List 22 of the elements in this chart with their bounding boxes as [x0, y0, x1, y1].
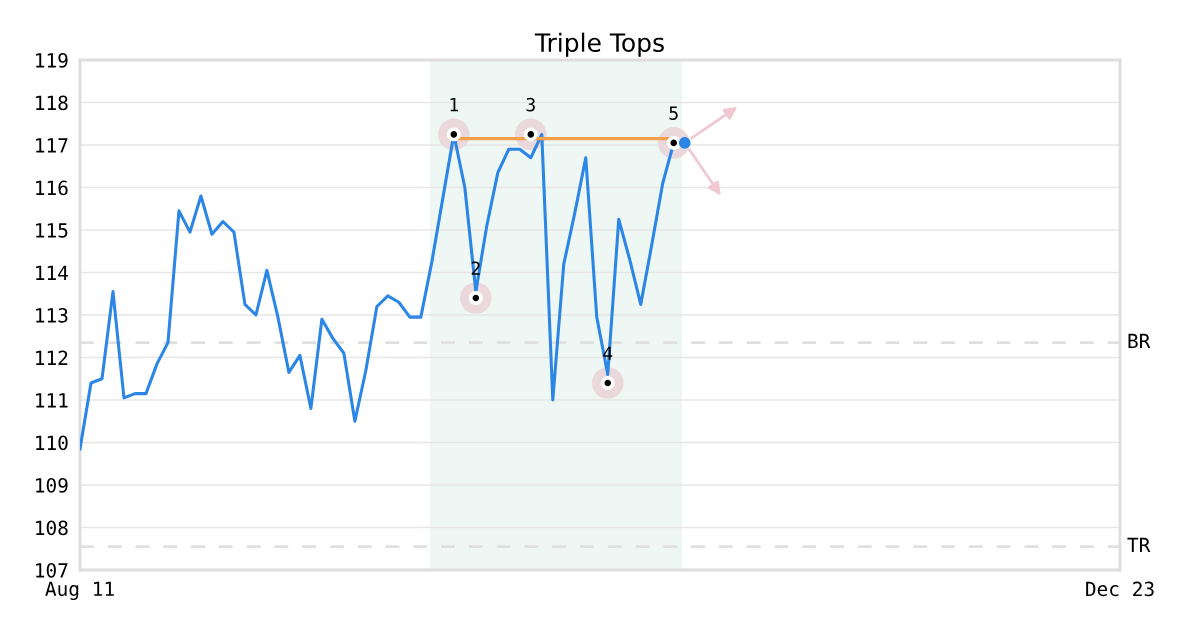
chart-title: Triple Tops	[534, 32, 664, 57]
y-tick-label: 112	[36, 350, 68, 365]
annotation: 1	[450, 98, 459, 112]
y-tick-label: 108	[36, 520, 68, 536]
y-tick-label: 114	[36, 265, 68, 280]
ref-line-label: TR	[1127, 537, 1151, 553]
annotation: 4	[603, 346, 613, 360]
y-tick-label: 116	[36, 180, 68, 196]
annotation: 3	[526, 97, 535, 112]
y-tick-label: 119	[36, 53, 68, 68]
y-tick-label: 115	[36, 223, 68, 238]
y-tick-label: 117	[36, 138, 68, 153]
ref-line-label: BR	[1128, 333, 1151, 349]
y-tick-label: 110	[36, 435, 68, 451]
y-tick-label: 107	[36, 563, 68, 578]
y-tick-label: 118	[36, 95, 68, 111]
y-tick-label: 113	[36, 308, 68, 323]
x-tick-label: Dec 23	[1086, 581, 1154, 597]
annotation: 5	[669, 106, 678, 120]
y-tick-label: 111	[36, 393, 68, 408]
y-tick-label: 109	[36, 478, 68, 493]
x-tick-label: Aug 11	[45, 581, 114, 601]
